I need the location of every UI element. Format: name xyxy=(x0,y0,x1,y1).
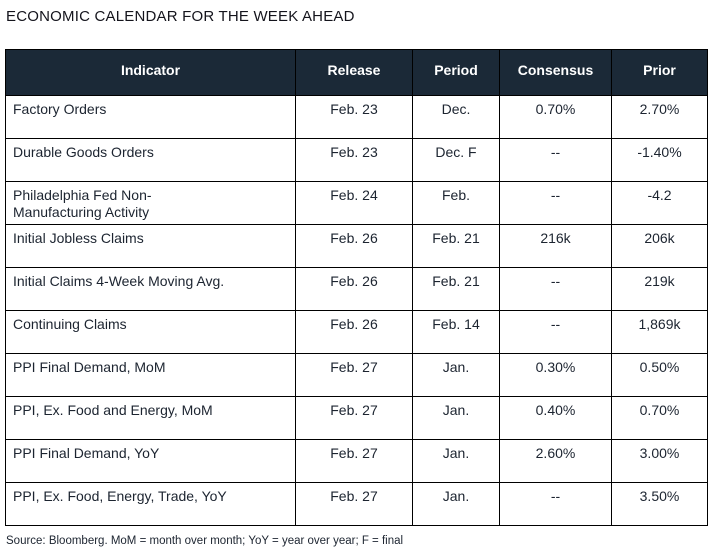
cell-indicator: Philadelphia Fed Non- Manufacturing Acti… xyxy=(5,181,296,225)
cell-indicator: PPI, Ex. Food and Energy, MoM xyxy=(5,396,296,440)
cell-indicator: Continuing Claims xyxy=(5,310,296,354)
cell-period: Feb. xyxy=(412,181,500,225)
column-header-prior: Prior xyxy=(611,49,708,96)
cell-release: Feb. 26 xyxy=(295,267,413,311)
cell-prior: 219k xyxy=(611,267,708,311)
cell-prior: 0.50% xyxy=(611,353,708,397)
cell-consensus: 0.40% xyxy=(499,396,612,440)
cell-period: Jan. xyxy=(412,396,500,440)
cell-period: Dec. xyxy=(412,95,500,139)
cell-release: Feb. 23 xyxy=(295,95,413,139)
cell-release: Feb. 27 xyxy=(295,482,413,526)
cell-prior: 1,869k xyxy=(611,310,708,354)
cell-release: Feb. 23 xyxy=(295,138,413,182)
cell-prior: 3.50% xyxy=(611,482,708,526)
cell-release: Feb. 26 xyxy=(295,224,413,268)
table-row: PPI Final Demand, YoY Feb. 27 Jan. 2.60%… xyxy=(5,439,708,483)
cell-period: Dec. F xyxy=(412,138,500,182)
table-row: PPI, Ex. Food, Energy, Trade, YoY Feb. 2… xyxy=(5,482,708,526)
cell-prior: 2.70% xyxy=(611,95,708,139)
cell-prior: 3.00% xyxy=(611,439,708,483)
cell-prior: 0.70% xyxy=(611,396,708,440)
cell-consensus: -- xyxy=(499,181,612,225)
cell-consensus: -- xyxy=(499,482,612,526)
cell-period: Jan. xyxy=(412,353,500,397)
column-header-consensus: Consensus xyxy=(499,49,612,96)
source-note: Source: Bloomberg. MoM = month over mont… xyxy=(6,535,404,547)
column-header-period: Period xyxy=(412,49,500,96)
cell-consensus: 2.60% xyxy=(499,439,612,483)
cell-indicator: Initial Claims 4-Week Moving Avg. xyxy=(5,267,296,311)
cell-release: Feb. 27 xyxy=(295,353,413,397)
table-row: PPI Final Demand, MoM Feb. 27 Jan. 0.30%… xyxy=(5,353,708,397)
table-row: Factory Orders Feb. 23 Dec. 0.70% 2.70% xyxy=(5,95,708,139)
economic-calendar-table: Indicator Release Period Consensus Prior… xyxy=(5,49,708,526)
cell-period: Feb. 21 xyxy=(412,224,500,268)
table-row: PPI, Ex. Food and Energy, MoM Feb. 27 Ja… xyxy=(5,396,708,440)
cell-consensus: -- xyxy=(499,138,612,182)
cell-prior: -1.40% xyxy=(611,138,708,182)
cell-consensus: -- xyxy=(499,267,612,311)
cell-indicator: PPI Final Demand, MoM xyxy=(5,353,296,397)
cell-period: Feb. 14 xyxy=(412,310,500,354)
cell-indicator: Durable Goods Orders xyxy=(5,138,296,182)
column-header-indicator: Indicator xyxy=(5,49,296,96)
cell-indicator: PPI, Ex. Food, Energy, Trade, YoY xyxy=(5,482,296,526)
cell-release: Feb. 27 xyxy=(295,396,413,440)
header-row: Indicator Release Period Consensus Prior xyxy=(5,49,708,96)
cell-prior: -4.2 xyxy=(611,181,708,225)
cell-indicator: PPI Final Demand, YoY xyxy=(5,439,296,483)
table-row: Durable Goods Orders Feb. 23 Dec. F -- -… xyxy=(5,138,708,182)
cell-consensus: -- xyxy=(499,310,612,354)
table-row: Continuing Claims Feb. 26 Feb. 14 -- 1,8… xyxy=(5,310,708,354)
cell-prior: 206k xyxy=(611,224,708,268)
table-row: Initial Jobless Claims Feb. 26 Feb. 21 2… xyxy=(5,224,708,268)
cell-consensus: 216k xyxy=(499,224,612,268)
cell-indicator: Factory Orders xyxy=(5,95,296,139)
cell-indicator: Initial Jobless Claims xyxy=(5,224,296,268)
cell-release: Feb. 24 xyxy=(295,181,413,225)
table-row: Initial Claims 4-Week Moving Avg. Feb. 2… xyxy=(5,267,708,311)
cell-consensus: 0.70% xyxy=(499,95,612,139)
cell-period: Jan. xyxy=(412,439,500,483)
cell-period: Feb. 21 xyxy=(412,267,500,311)
cell-consensus: 0.30% xyxy=(499,353,612,397)
page-title: ECONOMIC CALENDAR FOR THE WEEK AHEAD xyxy=(6,8,355,25)
column-header-release: Release xyxy=(295,49,413,96)
table-row: Philadelphia Fed Non- Manufacturing Acti… xyxy=(5,181,708,225)
cell-release: Feb. 26 xyxy=(295,310,413,354)
cell-period: Jan. xyxy=(412,482,500,526)
cell-release: Feb. 27 xyxy=(295,439,413,483)
table-body: Factory Orders Feb. 23 Dec. 0.70% 2.70% … xyxy=(5,95,708,526)
